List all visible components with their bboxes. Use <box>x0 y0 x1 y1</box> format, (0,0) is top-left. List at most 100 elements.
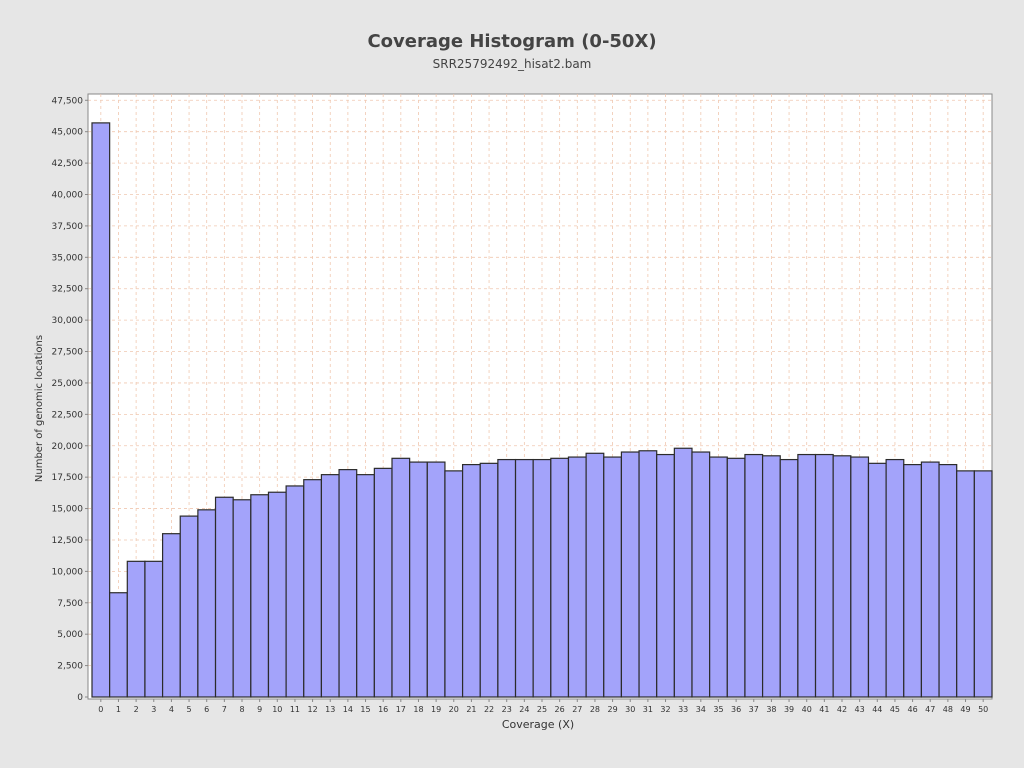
x-tick-label: 13 <box>325 705 335 714</box>
x-tick-label: 16 <box>378 705 388 714</box>
x-tick-label: 10 <box>272 705 282 714</box>
y-tick-label: 12,500 <box>52 536 84 546</box>
x-tick-label: 46 <box>907 705 917 714</box>
x-tick-label: 17 <box>396 705 406 714</box>
y-tick-label: 25,000 <box>52 379 84 389</box>
bar-18 <box>409 461 428 698</box>
y-tick-label: 37,500 <box>52 222 84 232</box>
x-tick-label: 38 <box>766 705 776 714</box>
y-tick-label: 17,500 <box>52 473 84 483</box>
bars <box>91 122 993 698</box>
bar-12 <box>303 479 323 698</box>
x-tick-label: 6 <box>204 705 209 714</box>
x-tick-label: 28 <box>590 705 600 714</box>
bar-32 <box>656 453 675 698</box>
bar-4 <box>161 533 181 698</box>
x-tick-labels: 0 1 2 3 4 5 6 7 8 9 10 11 12 13 14 15 16 17 18 19 20 21 22 23 24… <box>98 699 988 714</box>
bar-47 <box>920 461 940 698</box>
bar-39 <box>779 458 799 698</box>
y-tick-label: 27,500 <box>52 348 84 358</box>
y-tick-label: 15,000 <box>52 505 84 515</box>
x-tick-label: 36 <box>731 705 741 714</box>
x-tick-label: 40 <box>802 705 812 714</box>
bar-13 <box>320 474 340 698</box>
x-tick-label: 14 <box>343 705 353 714</box>
y-tick-label: 35,000 <box>52 253 84 263</box>
x-tick-label: 0 <box>98 705 103 714</box>
x-tick-label: 5 <box>187 705 192 714</box>
bar-7 <box>214 496 234 698</box>
bar-34 <box>691 451 711 698</box>
bar-31 <box>638 450 658 698</box>
x-tick-label: 23 <box>502 705 512 714</box>
bar-25 <box>532 458 552 698</box>
bar-29 <box>603 456 623 698</box>
bar-37 <box>744 453 764 698</box>
y-tick-label: 45,000 <box>52 128 84 138</box>
chart-title: Coverage Histogram (0-50X) <box>367 31 657 52</box>
bar-36 <box>726 457 746 698</box>
x-tick-label: 19 <box>431 705 441 714</box>
x-tick-label: 26 <box>555 705 565 714</box>
bar-15 <box>356 474 375 698</box>
x-tick-label: 12 <box>307 705 317 714</box>
x-tick-label: 2 <box>134 705 139 714</box>
x-tick-label: 37 <box>749 705 759 714</box>
bar-17 <box>391 457 411 698</box>
bar-6 <box>197 509 217 698</box>
y-tick-label: 2,500 <box>57 662 83 672</box>
x-tick-label: 44 <box>872 705 882 714</box>
x-tick-label: 35 <box>713 705 723 714</box>
bar-46 <box>903 463 923 698</box>
x-tick-label: 48 <box>943 705 953 714</box>
bar-23 <box>497 458 517 698</box>
y-tick-label: 0 <box>77 693 83 703</box>
x-tick-label: 8 <box>239 705 244 714</box>
x-tick-label: 3 <box>151 705 156 714</box>
y-axis-label: Number of genomic locations <box>34 335 45 482</box>
y-tick-labels: 0 2,500 5,000 7,500 10,000 12,500 15,000 17,500… <box>52 96 88 703</box>
bar-3 <box>144 560 164 698</box>
bar-2 <box>126 560 146 698</box>
bar-45 <box>885 458 905 698</box>
x-tick-label: 9 <box>257 705 262 714</box>
x-tick-label: 50 <box>978 705 988 714</box>
x-tick-label: 24 <box>519 705 529 714</box>
y-tick-label: 7,500 <box>57 599 83 609</box>
bar-48 <box>938 463 958 698</box>
bar-40 <box>797 453 817 698</box>
x-tick-label: 25 <box>537 705 547 714</box>
x-tick-label: 29 <box>607 705 617 714</box>
x-tick-label: 49 <box>960 705 970 714</box>
bar-16 <box>373 467 393 698</box>
bar-43 <box>850 456 870 698</box>
chart-subtitle: SRR25792492_hisat2.bam <box>432 57 592 71</box>
bar-9 <box>250 494 270 698</box>
y-tick-label: 40,000 <box>52 191 84 201</box>
x-tick-label: 30 <box>625 705 635 714</box>
x-tick-label: 34 <box>696 705 706 714</box>
x-tick-label: 11 <box>290 705 300 714</box>
x-tick-label: 32 <box>660 705 670 714</box>
bar-11 <box>285 485 305 698</box>
y-tick-label: 30,000 <box>52 316 84 326</box>
x-tick-label: 22 <box>484 705 494 714</box>
bar-21 <box>461 463 481 698</box>
bar-28 <box>585 452 605 698</box>
bar-19 <box>426 461 446 698</box>
y-tick-label: 32,500 <box>52 285 84 295</box>
x-tick-label: 7 <box>222 705 227 714</box>
bar-24 <box>514 458 534 698</box>
bar-0 <box>91 122 111 698</box>
bar-50 <box>973 470 993 698</box>
x-tick-label: 41 <box>819 705 829 714</box>
x-tick-label: 1 <box>116 705 121 714</box>
bar-5 <box>179 515 199 698</box>
bar-26 <box>550 457 570 698</box>
bar-20 <box>444 470 464 698</box>
x-tick-label: 4 <box>169 705 174 714</box>
bar-1 <box>109 592 128 698</box>
bar-30 <box>620 451 640 698</box>
bar-22 <box>479 462 499 698</box>
